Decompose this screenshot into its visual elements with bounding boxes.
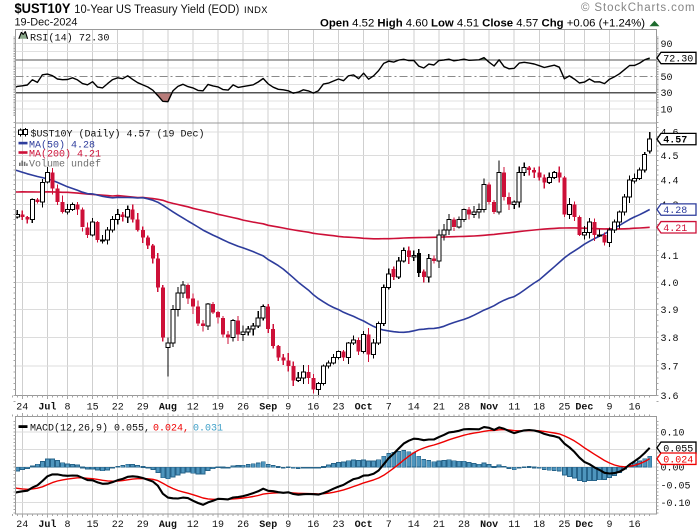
svg-text:16: 16 [629, 403, 641, 414]
svg-text:12: 12 [187, 520, 199, 530]
svg-text:11: 11 [508, 403, 520, 414]
svg-text:RSI(14) 72.30: RSI(14) 72.30 [30, 33, 109, 45]
svg-text:9: 9 [606, 403, 612, 414]
svg-text:30: 30 [661, 89, 673, 100]
svg-text:0.10: 0.10 [661, 428, 685, 439]
svg-text:11: 11 [508, 520, 520, 530]
svg-text:12: 12 [187, 403, 199, 414]
svg-text:Jul: Jul [38, 519, 56, 530]
svg-text:16: 16 [307, 403, 319, 414]
svg-text:4.1: 4.1 [661, 252, 679, 263]
svg-text:9: 9 [606, 520, 612, 530]
svg-text:15: 15 [87, 403, 99, 414]
svg-text:Aug: Aug [159, 403, 177, 414]
svg-text:25: 25 [558, 520, 570, 530]
svg-text:9: 9 [285, 403, 291, 414]
svg-text:Nov: Nov [480, 403, 498, 414]
svg-text:4.4: 4.4 [661, 176, 679, 187]
svg-text:19: 19 [212, 520, 224, 530]
svg-text:50: 50 [661, 73, 673, 84]
svg-text:MACD(12,26,9) 0.055,: MACD(12,26,9) 0.055, [30, 423, 150, 435]
svg-text:90: 90 [661, 40, 673, 51]
svg-text:21: 21 [433, 403, 445, 414]
svg-text:4.57: 4.57 [663, 136, 687, 147]
svg-text:MA(200) 4.21: MA(200) 4.21 [29, 149, 101, 161]
svg-text:8: 8 [64, 520, 70, 530]
svg-text:18: 18 [533, 520, 545, 530]
svg-text:16: 16 [629, 520, 641, 530]
svg-text:INDX: INDX [244, 5, 268, 15]
svg-text:Volume undef: Volume undef [29, 158, 101, 170]
svg-text:18: 18 [533, 403, 545, 414]
svg-text:10: 10 [661, 106, 673, 117]
svg-text:Nov: Nov [480, 520, 498, 530]
svg-text:0.024,: 0.024, [153, 424, 189, 435]
svg-text:Sep: Sep [259, 403, 277, 414]
svg-text:9: 9 [285, 520, 291, 530]
svg-text:19-Dec-2024: 19-Dec-2024 [15, 17, 78, 29]
svg-text:29: 29 [137, 403, 149, 414]
svg-text:3.6: 3.6 [661, 392, 679, 403]
svg-text:23: 23 [332, 520, 344, 530]
svg-text:4.28: 4.28 [663, 206, 687, 217]
svg-text:Jul: Jul [38, 402, 56, 414]
svg-text:28: 28 [458, 520, 470, 530]
svg-text:© StockCharts.com: © StockCharts.com [581, 2, 696, 14]
svg-text:7: 7 [386, 403, 392, 414]
svg-text:0.00: 0.00 [661, 464, 685, 475]
svg-text:-0.05: -0.05 [661, 481, 691, 492]
svg-text:26: 26 [237, 520, 249, 530]
svg-text:8: 8 [64, 403, 70, 414]
svg-text:0.031: 0.031 [193, 424, 223, 435]
svg-text:23: 23 [332, 403, 344, 414]
svg-text:24: 24 [16, 403, 28, 414]
svg-text:Oct: Oct [355, 520, 373, 530]
svg-text:3.8: 3.8 [661, 334, 679, 345]
svg-text:14: 14 [408, 403, 420, 414]
svg-text:21: 21 [433, 520, 445, 530]
svg-text:28: 28 [458, 403, 470, 414]
svg-text:Oct: Oct [355, 403, 373, 414]
svg-text:0.055: 0.055 [663, 444, 693, 455]
svg-text:MA(50) 4.28: MA(50) 4.28 [29, 139, 95, 151]
svg-text:7: 7 [386, 520, 392, 530]
svg-text:3.7: 3.7 [661, 363, 679, 374]
svg-text:10-Year US Treasury Yield (EOD: 10-Year US Treasury Yield (EOD) [74, 2, 239, 16]
svg-text:26: 26 [237, 403, 249, 414]
svg-text:72.30: 72.30 [663, 55, 693, 66]
svg-text:4.5: 4.5 [661, 152, 679, 163]
svg-text:16: 16 [307, 520, 319, 530]
svg-text:Aug: Aug [159, 520, 177, 530]
svg-text:22: 22 [112, 520, 124, 530]
svg-text:15: 15 [87, 520, 99, 530]
svg-text:14: 14 [408, 520, 420, 530]
svg-text:-0.10: -0.10 [661, 499, 691, 510]
svg-text:4.21: 4.21 [663, 224, 687, 235]
svg-text:24: 24 [16, 520, 28, 530]
svg-text:Open 4.52 High 4.60 Low 4.51 C: Open 4.52 High 4.60 Low 4.51 Close 4.57 … [320, 18, 645, 30]
svg-text:0.024: 0.024 [663, 455, 693, 466]
svg-text:$UST10Y: $UST10Y [15, 1, 71, 16]
svg-text:4.0: 4.0 [661, 279, 679, 290]
svg-text:$UST10Y (Daily) 4.57 (19 Dec): $UST10Y (Daily) 4.57 (19 Dec) [31, 128, 205, 140]
svg-text:3.9: 3.9 [661, 306, 679, 317]
svg-text:25: 25 [558, 403, 570, 414]
svg-text:Dec: Dec [575, 403, 593, 414]
svg-text:29: 29 [137, 520, 149, 530]
svg-text:22: 22 [112, 403, 124, 414]
svg-text:Dec: Dec [575, 520, 593, 530]
svg-text:19: 19 [212, 403, 224, 414]
svg-text:Sep: Sep [259, 520, 277, 530]
